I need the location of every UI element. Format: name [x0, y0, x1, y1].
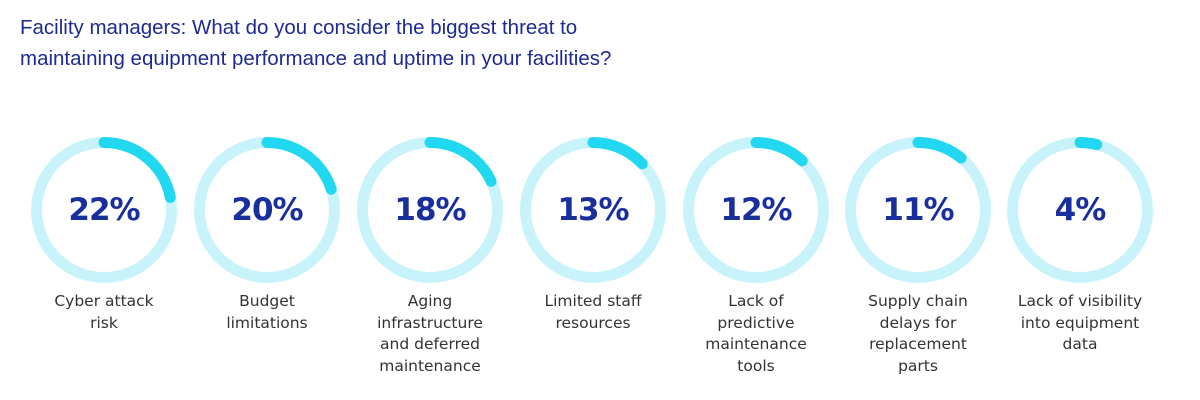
gauge-item: 12% Lack of predictive maintenance tools [676, 137, 836, 377]
gauge-label: Limited staff resources [544, 292, 642, 332]
gauge-value: 13% [557, 192, 629, 228]
chart-title-line-1: Facility managers: What do you consider … [20, 16, 578, 39]
gauge-ring-icon [31, 137, 177, 283]
chart-title: Facility managers: What do you consider … [20, 12, 920, 74]
gauge-value: 22% [68, 192, 140, 228]
gauge-label: Aging infrastructure and deferred mainte… [377, 292, 483, 375]
donut-gauge: 4% [1007, 137, 1153, 283]
chart-title-line-2: maintaining equipment performance and up… [20, 47, 612, 70]
gauge-item: 22% Cyber attack risk [24, 137, 184, 334]
donut-gauge: 20% [194, 137, 340, 283]
gauge-item: 18% Aging infrastructure and deferred mai… [350, 137, 510, 377]
donut-gauge: 11% [845, 137, 991, 283]
gauge-item: 4% Lack of visibility into equipment data [1000, 137, 1160, 356]
gauge-ring-icon [845, 137, 991, 283]
gauge-value: 12% [720, 192, 792, 228]
donut-gauge: 13% [520, 137, 666, 283]
gauge-ring-icon [194, 137, 340, 283]
gauge-value: 20% [231, 192, 303, 228]
gauge-value: 4% [1054, 192, 1107, 228]
gauge-label: Lack of predictive maintenance tools [705, 292, 807, 375]
gauge-label: Cyber attack risk [54, 292, 154, 332]
gauge-ring-icon [357, 137, 503, 283]
gauge-ring-icon [520, 137, 666, 283]
donut-gauge: 18% [357, 137, 503, 283]
gauge-ring-icon [683, 137, 829, 283]
gauge-label: Budget limitations [226, 292, 308, 332]
donut-gauge: 12% [683, 137, 829, 283]
gauge-item: 20% Budget limitations [187, 137, 347, 334]
gauge-label: Lack of visibility into equipment data [1017, 292, 1143, 353]
gauge-item: 11% Supply chain delays for replacement p… [838, 137, 998, 377]
donut-gauge: 22% [31, 137, 177, 283]
gauge-value: 18% [394, 192, 466, 228]
gauge-value: 11% [882, 192, 954, 228]
gauge-label: Supply chain delays for replacement part… [868, 292, 968, 375]
gauge-item: 13% Limited staff resources [513, 137, 673, 334]
gauge-ring-icon [1007, 137, 1153, 283]
